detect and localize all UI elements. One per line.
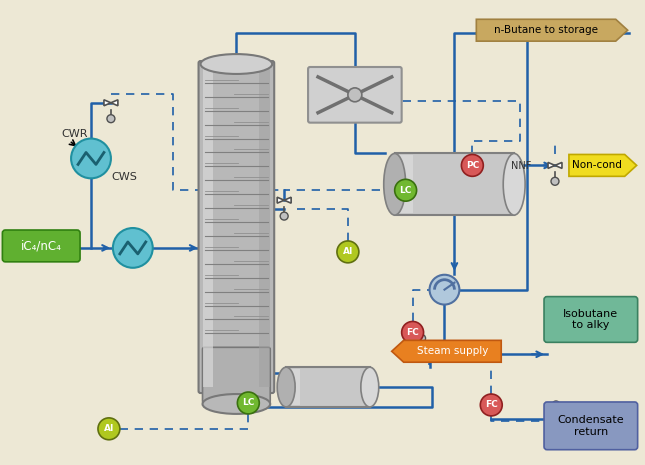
Polygon shape (415, 351, 422, 357)
Text: LC: LC (242, 399, 255, 407)
Text: Condensate
return: Condensate return (557, 415, 624, 437)
Polygon shape (477, 19, 628, 41)
Text: FC: FC (485, 400, 498, 410)
Text: NNF: NNF (511, 161, 531, 172)
Circle shape (402, 321, 424, 343)
Polygon shape (555, 162, 562, 168)
FancyBboxPatch shape (3, 230, 80, 262)
Circle shape (337, 241, 359, 263)
Polygon shape (556, 418, 563, 424)
FancyBboxPatch shape (203, 347, 270, 403)
Text: n-Butane to storage: n-Butane to storage (494, 25, 598, 35)
Circle shape (552, 401, 560, 409)
Circle shape (237, 392, 259, 414)
Circle shape (430, 275, 459, 305)
Text: Non-cond: Non-cond (572, 160, 622, 170)
Circle shape (461, 154, 483, 176)
Polygon shape (286, 367, 370, 407)
Ellipse shape (384, 153, 406, 215)
Text: Steam supply: Steam supply (417, 346, 488, 356)
Text: CWS: CWS (111, 173, 137, 182)
Polygon shape (395, 155, 413, 213)
Polygon shape (549, 418, 556, 424)
FancyBboxPatch shape (199, 61, 274, 393)
Text: CWR: CWR (61, 129, 88, 139)
Ellipse shape (201, 54, 272, 74)
Polygon shape (104, 100, 111, 106)
Polygon shape (395, 153, 514, 215)
Text: FC: FC (406, 328, 419, 337)
Text: Isobutane
to alky: Isobutane to alky (563, 309, 619, 330)
Text: AI: AI (342, 247, 353, 256)
FancyBboxPatch shape (308, 67, 402, 123)
Polygon shape (277, 197, 284, 203)
Ellipse shape (277, 367, 295, 407)
Polygon shape (111, 100, 118, 106)
Polygon shape (286, 369, 300, 405)
Circle shape (417, 334, 426, 342)
Text: iC₄/nC₄: iC₄/nC₄ (21, 239, 62, 252)
Circle shape (113, 228, 153, 268)
Polygon shape (548, 162, 555, 168)
Text: PC: PC (466, 161, 479, 170)
Circle shape (551, 177, 559, 185)
Circle shape (481, 394, 502, 416)
Circle shape (71, 139, 111, 178)
Text: LC: LC (399, 186, 412, 195)
Circle shape (348, 88, 362, 102)
Ellipse shape (503, 153, 525, 215)
Ellipse shape (361, 367, 379, 407)
Text: AI: AI (104, 425, 114, 433)
Polygon shape (203, 67, 213, 387)
Circle shape (280, 212, 288, 220)
Polygon shape (569, 154, 637, 176)
Ellipse shape (203, 394, 270, 414)
Circle shape (98, 418, 120, 440)
Polygon shape (284, 197, 291, 203)
Circle shape (107, 115, 115, 123)
Circle shape (395, 179, 417, 201)
FancyBboxPatch shape (544, 402, 638, 450)
Polygon shape (422, 351, 428, 357)
FancyBboxPatch shape (544, 297, 638, 342)
Polygon shape (392, 340, 501, 362)
Polygon shape (259, 67, 270, 387)
